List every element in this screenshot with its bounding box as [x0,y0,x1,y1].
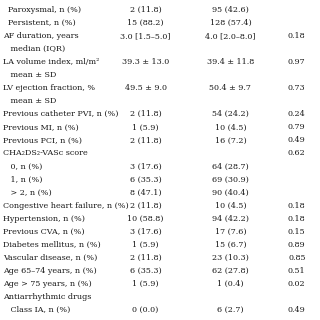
Text: 3.0 [1.5–5.0]: 3.0 [1.5–5.0] [120,32,171,40]
Text: 3 (17.6): 3 (17.6) [130,228,162,236]
Text: mean ± SD: mean ± SD [3,71,57,79]
Text: mean ± SD: mean ± SD [3,97,57,105]
Text: Age > 75 years, n (%): Age > 75 years, n (%) [3,280,92,288]
Text: 54 (24.2): 54 (24.2) [212,110,249,118]
Text: 10 (4.5): 10 (4.5) [215,123,246,131]
Text: 64 (28.7): 64 (28.7) [212,163,249,171]
Text: 0.18: 0.18 [288,32,306,40]
Text: 0 (0.0): 0 (0.0) [132,306,159,314]
Text: 16 (7.2): 16 (7.2) [214,136,246,144]
Text: AF duration, years: AF duration, years [3,32,79,40]
Text: 15 (6.7): 15 (6.7) [215,241,246,249]
Text: 2 (11.8): 2 (11.8) [130,254,162,262]
Text: 0, n (%): 0, n (%) [3,163,43,171]
Text: 0.73: 0.73 [288,84,306,92]
Text: LV ejection fraction, %: LV ejection fraction, % [3,84,95,92]
Text: 39.4 ± 11.8: 39.4 ± 11.8 [207,58,254,66]
Text: 0.85: 0.85 [288,254,306,262]
Text: 50.4 ± 9.7: 50.4 ± 9.7 [210,84,251,92]
Text: 0.02: 0.02 [288,280,306,288]
Text: 95 (42.6): 95 (42.6) [212,6,249,14]
Text: 0.51: 0.51 [288,267,306,275]
Text: Previous PCI, n (%): Previous PCI, n (%) [3,136,82,144]
Text: 90 (40.4): 90 (40.4) [212,189,249,197]
Text: 6 (35.3): 6 (35.3) [130,267,162,275]
Text: 69 (30.9): 69 (30.9) [212,176,249,184]
Text: Antiarrhythmic drugs: Antiarrhythmic drugs [3,293,92,301]
Text: 128 (57.4): 128 (57.4) [210,19,251,27]
Text: 49.5 ± 9.0: 49.5 ± 9.0 [124,84,167,92]
Text: Persistent, n (%): Persistent, n (%) [3,19,76,27]
Text: 0.79: 0.79 [288,123,306,131]
Text: Previous CVA, n (%): Previous CVA, n (%) [3,228,85,236]
Text: Paroxysmal, n (%): Paroxysmal, n (%) [3,6,81,14]
Text: 8 (47.1): 8 (47.1) [130,189,161,197]
Text: 1 (5.9): 1 (5.9) [132,241,159,249]
Text: 2 (11.8): 2 (11.8) [130,110,162,118]
Text: LA volume index, ml/m²: LA volume index, ml/m² [3,58,100,66]
Text: 0.89: 0.89 [288,241,306,249]
Text: 0.15: 0.15 [288,228,306,236]
Text: 17 (7.6): 17 (7.6) [215,228,246,236]
Text: 6 (2.7): 6 (2.7) [217,306,244,314]
Text: 1 (5.9): 1 (5.9) [132,280,159,288]
Text: 62 (27.8): 62 (27.8) [212,267,249,275]
Text: 94 (42.2): 94 (42.2) [212,215,249,223]
Text: Class IA, n (%): Class IA, n (%) [3,306,71,314]
Text: Congestive heart failure, n (%): Congestive heart failure, n (%) [3,202,129,210]
Text: Previous catheter PVI, n (%): Previous catheter PVI, n (%) [3,110,119,118]
Text: 2 (11.8): 2 (11.8) [130,202,162,210]
Text: Previous MI, n (%): Previous MI, n (%) [3,123,79,131]
Text: 15 (88.2): 15 (88.2) [127,19,164,27]
Text: Hypertension, n (%): Hypertension, n (%) [3,215,85,223]
Text: 2 (11.8): 2 (11.8) [130,6,162,14]
Text: 0.18: 0.18 [288,215,306,223]
Text: Vascular disease, n (%): Vascular disease, n (%) [3,254,98,262]
Text: 10 (58.8): 10 (58.8) [127,215,164,223]
Text: 0.49: 0.49 [288,136,306,144]
Text: 39.3 ± 13.0: 39.3 ± 13.0 [122,58,169,66]
Text: Age 65–74 years, n (%): Age 65–74 years, n (%) [3,267,97,275]
Text: 3 (17.6): 3 (17.6) [130,163,162,171]
Text: 0.18: 0.18 [288,202,306,210]
Text: 0.24: 0.24 [288,110,306,118]
Text: median (IQR): median (IQR) [3,45,66,53]
Text: CHA₂DS₂-VASc score: CHA₂DS₂-VASc score [3,149,88,157]
Text: 4.0 [2.0–8.0]: 4.0 [2.0–8.0] [205,32,256,40]
Text: 10 (4.5): 10 (4.5) [215,202,246,210]
Text: 23 (10.3): 23 (10.3) [212,254,249,262]
Text: 0.62: 0.62 [288,149,306,157]
Text: 1 (5.9): 1 (5.9) [132,123,159,131]
Text: 2 (11.8): 2 (11.8) [130,136,162,144]
Text: > 2, n (%): > 2, n (%) [3,189,52,197]
Text: 1 (0.4): 1 (0.4) [217,280,244,288]
Text: 1, n (%): 1, n (%) [3,176,43,184]
Text: 6 (35.3): 6 (35.3) [130,176,162,184]
Text: 0.49: 0.49 [288,306,306,314]
Text: Diabetes mellitus, n (%): Diabetes mellitus, n (%) [3,241,101,249]
Text: 0.97: 0.97 [288,58,306,66]
